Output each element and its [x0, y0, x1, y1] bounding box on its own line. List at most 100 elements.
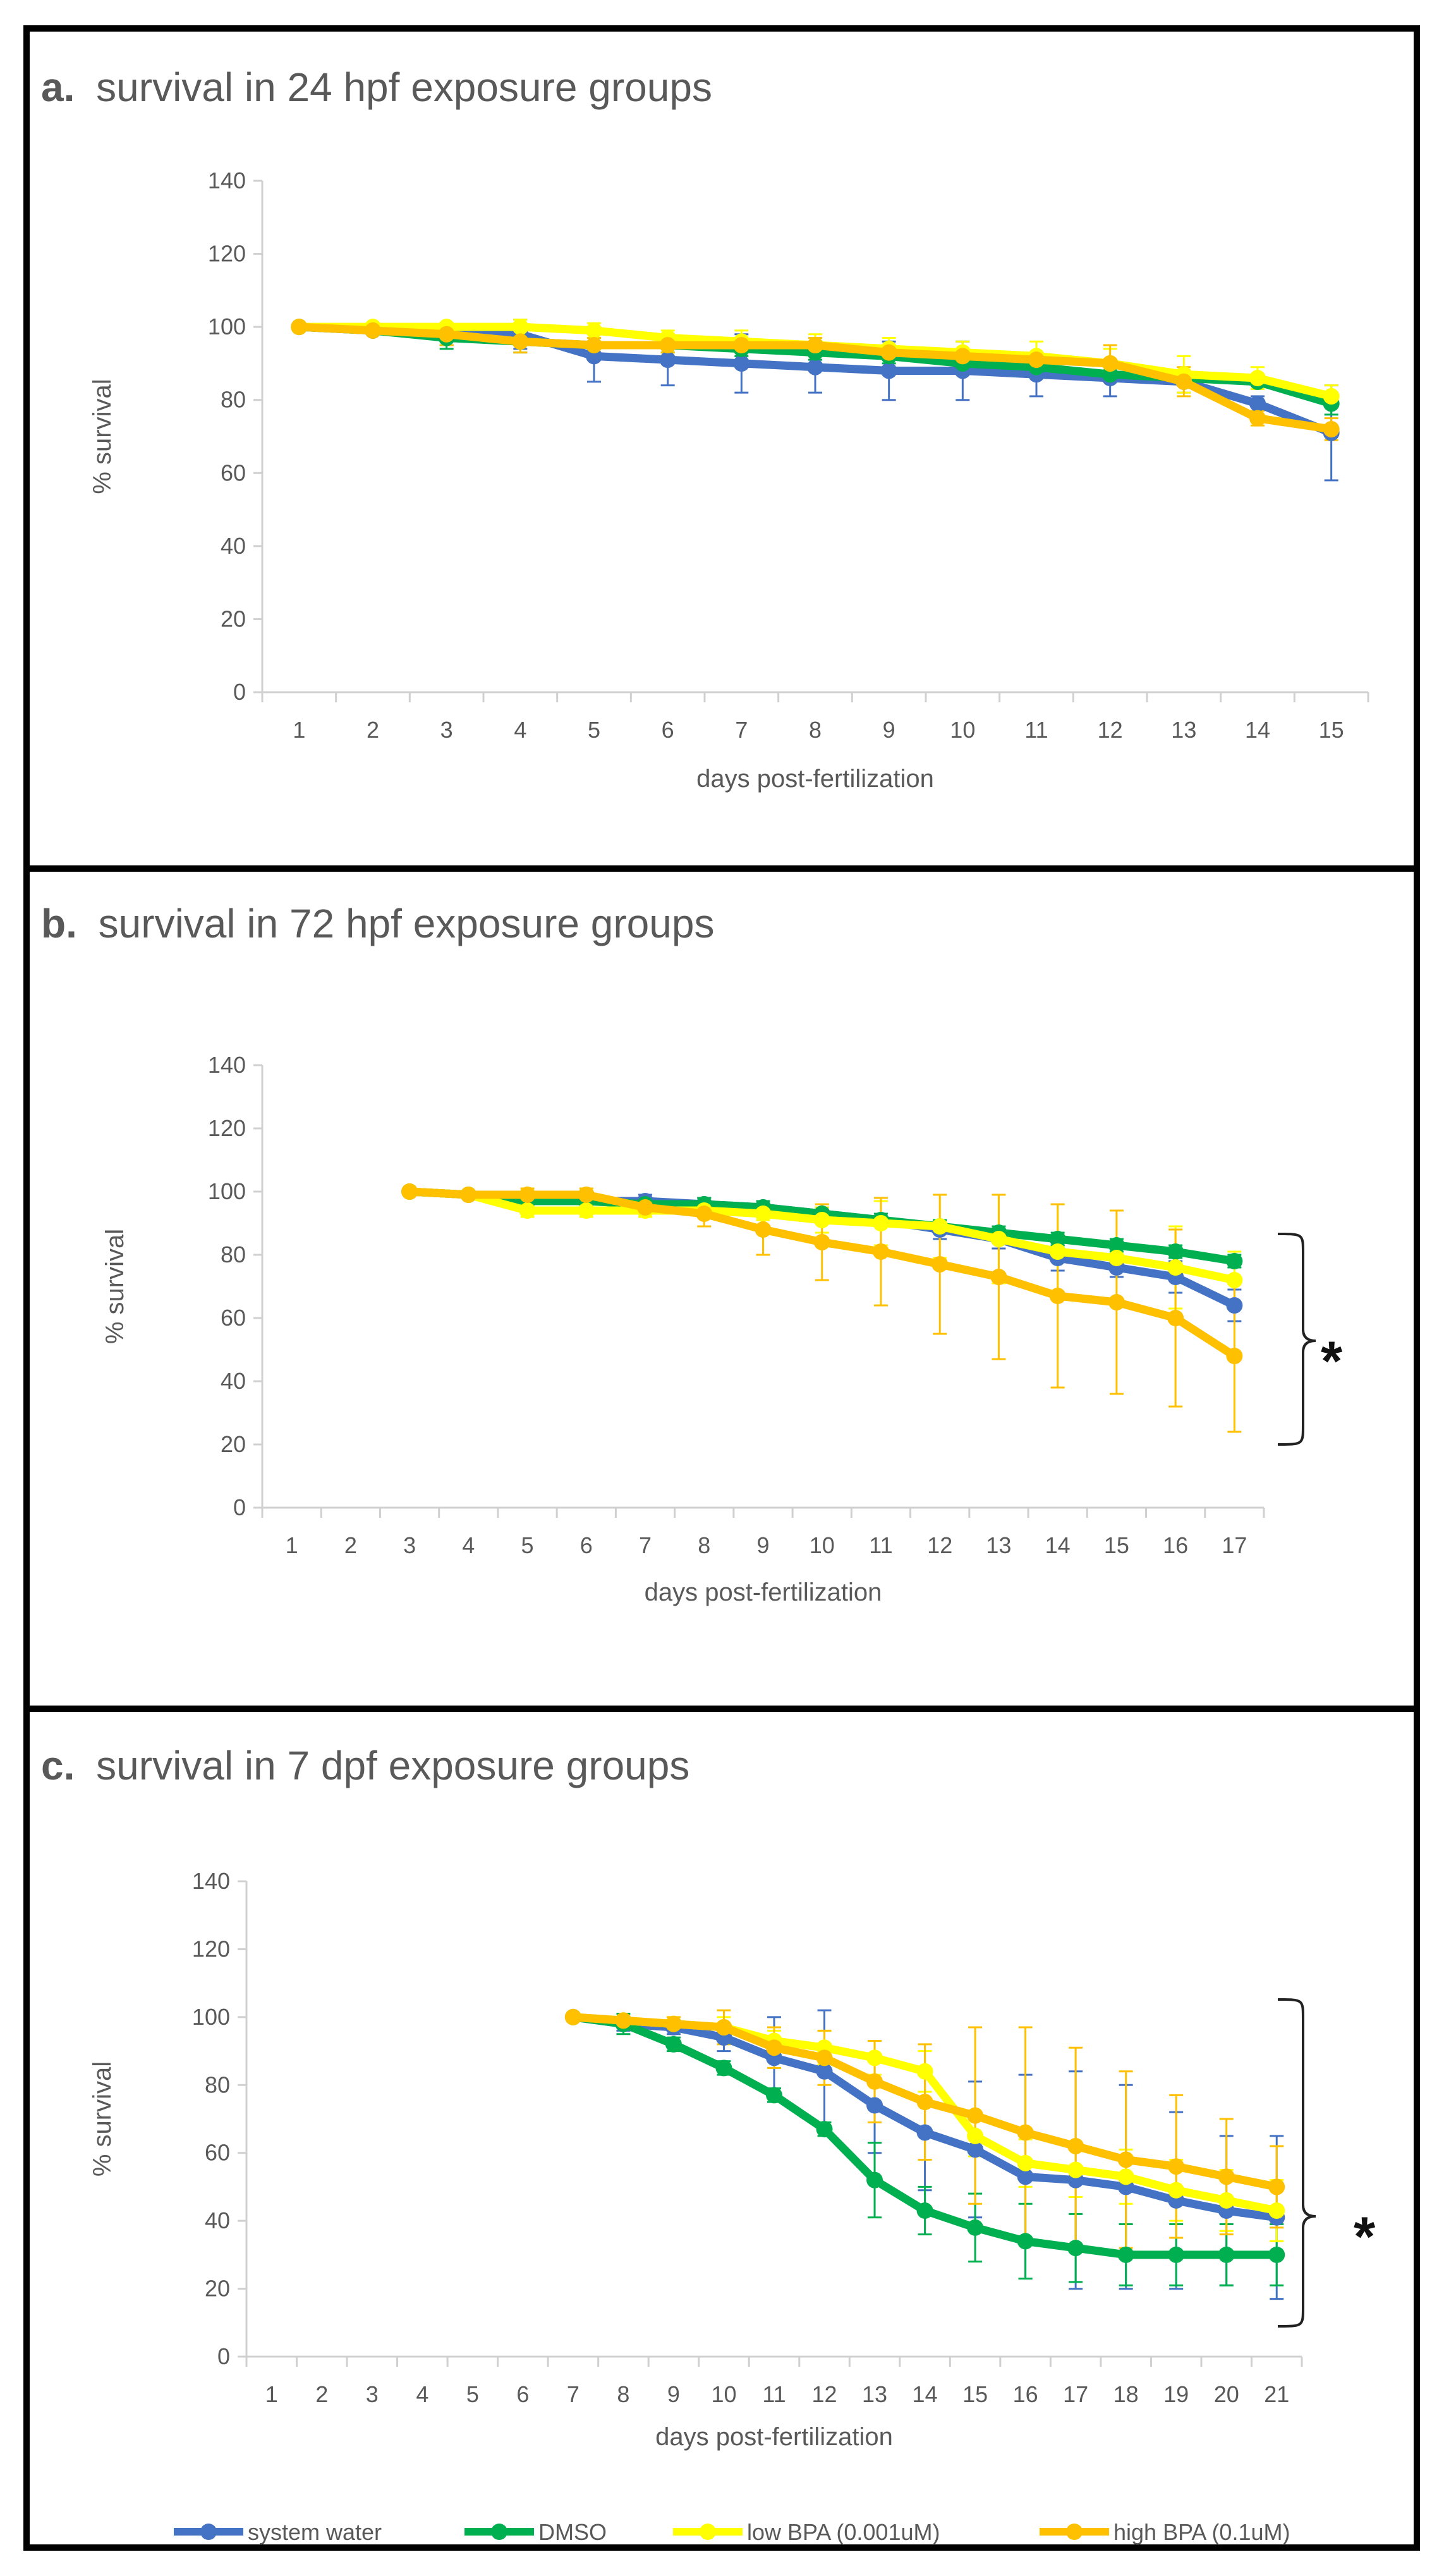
chart-c-system-water-point: [916, 2124, 933, 2141]
chart-a-high-bpa-0-1um-point: [1028, 351, 1045, 369]
chart-b-y-tick-label: 40: [221, 1368, 246, 1394]
chart-b-low-bpa-0-001um-point: [1167, 1259, 1184, 1276]
chart-c-low-bpa-0-001um-point: [1117, 2168, 1134, 2185]
chart-b-x-tick-label: 14: [1045, 1532, 1071, 1558]
chart-a-y-tick-label: 120: [208, 241, 246, 267]
chart-b-significance-bracket: [1277, 1233, 1316, 1446]
chart-c-dmso-point: [1218, 2246, 1235, 2263]
chart-a-x-tick-label: 1: [293, 717, 305, 743]
chart-a-y-tick-label: 80: [221, 387, 246, 413]
chart-c-x-tick-label: 17: [1063, 2381, 1088, 2407]
chart-c-high-bpa-0-1um-point: [715, 2018, 732, 2036]
chart-a-system-water-point: [733, 355, 750, 372]
chart-a-x-axis-title: days post-fertilization: [696, 765, 934, 793]
chart-c-x-tick-label: 12: [812, 2381, 837, 2407]
chart-c-x-tick-label: 1: [265, 2381, 278, 2407]
chart-a-x-tick-label: 10: [950, 717, 975, 743]
chart-b-low-bpa-0-001um-point: [1049, 1243, 1066, 1260]
chart-c-low-bpa-0-001um-point: [1017, 2154, 1034, 2171]
chart-c-low-bpa-0-001um-point: [967, 2127, 984, 2144]
chart-c-y-tick-label: 60: [205, 2140, 230, 2166]
chart-c-dmso-point: [866, 2171, 883, 2188]
chart-b-high-bpa-0-1um-point: [755, 1221, 772, 1238]
chart-c-x-tick-label: 14: [913, 2381, 938, 2407]
chart-c-high-bpa-0-1um-point: [615, 2012, 632, 2029]
chart-c-x-tick-label: 10: [711, 2381, 736, 2407]
chart-b-low-bpa-0-001um-point: [519, 1202, 536, 1219]
chart-c-y-tick-label: 80: [205, 2072, 230, 2097]
chart-a-x-tick-label: 12: [1098, 717, 1123, 743]
chart-b-high-bpa-0-1um-point: [637, 1199, 654, 1216]
chart-a-high-bpa-0-1um-point: [1249, 410, 1266, 427]
chart-b-low-bpa-0-001um-point: [990, 1231, 1007, 1247]
chart-b-x-tick-label: 2: [344, 1532, 357, 1558]
chart-c-dmso-point: [665, 2036, 682, 2053]
chart-a-x-tick-label: 14: [1245, 717, 1270, 743]
legend-item-high-bpa: high BPA (0.1uM): [1040, 2519, 1290, 2545]
chart-c-system-water-point: [1017, 2168, 1034, 2185]
chart-c-low-bpa-0-001um-point: [1168, 2182, 1185, 2199]
chart-a-x-tick-label: 13: [1171, 717, 1196, 743]
panel-c-title-text: survival in 7 dpf exposure groups: [96, 1743, 689, 1788]
chart-c-high-bpa-0-1um-point: [1218, 2168, 1235, 2185]
chart-c-high-bpa-0-1um-point: [866, 2073, 883, 2090]
chart-c-high-bpa-0-1um-point: [1168, 2158, 1185, 2175]
chart-a-system-water-point: [659, 351, 676, 369]
chart-c-x-tick-label: 21: [1264, 2381, 1289, 2407]
chart-b-low-bpa-0-001um-point: [931, 1218, 949, 1235]
chart-c-low-bpa-0-001um-point: [916, 2063, 933, 2080]
legend-marker-high-bpa: [1066, 2524, 1083, 2540]
chart-c-low-bpa-0-001um-point: [1218, 2192, 1235, 2209]
figure-frame: [23, 25, 1420, 2551]
chart-c-dmso-point: [916, 2202, 933, 2219]
chart-b-high-bpa-0-1um-point: [931, 1256, 949, 1273]
chart-a-x-tick-label: 6: [662, 717, 674, 743]
chart-a-high-bpa-0-1um-point: [438, 326, 455, 343]
chart-a-y-tick-label: 0: [233, 679, 246, 705]
chart-c-x-tick-label: 8: [617, 2381, 629, 2407]
chart-a-x-tick-label: 2: [367, 717, 379, 743]
chart-c-y-tick-label: 20: [205, 2276, 230, 2302]
chart-c-y-tick-label: 0: [217, 2343, 230, 2369]
chart-b-x-tick-label: 7: [639, 1532, 652, 1558]
chart-c-x-tick-label: 18: [1113, 2381, 1139, 2407]
chart-c-dmso-point: [1268, 2246, 1285, 2263]
chart-c-dmso-point: [1117, 2246, 1134, 2263]
chart-a-y-tick-label: 60: [221, 460, 246, 485]
chart-c-x-tick-label: 6: [516, 2381, 529, 2407]
chart-c-y-tick-label: 100: [192, 2004, 230, 2030]
legend-label-high-bpa: high BPA (0.1uM): [1113, 2519, 1290, 2545]
legend: system water DMSO low BPA (0.001uM) high…: [174, 2519, 1290, 2545]
chart-b-low-bpa-0-001um-point: [872, 1215, 889, 1231]
chart-b-high-bpa-0-1um-point: [1108, 1294, 1125, 1310]
chart-b-high-bpa-0-1um-point: [990, 1269, 1007, 1285]
chart-b-x-tick-label: 17: [1222, 1532, 1247, 1558]
chart-b-low-bpa-0-001um-point: [755, 1206, 772, 1222]
panel-b-title: b. survival in 72 hpf exposure groups: [41, 901, 714, 946]
chart-c-x-tick-label: 19: [1163, 2381, 1189, 2407]
chart-a-high-bpa-0-1um-point: [807, 337, 823, 354]
chart-a-x-tick-label: 15: [1319, 717, 1344, 743]
chart-c-dmso-point: [1168, 2246, 1185, 2263]
chart-c-x-tick-label: 5: [466, 2381, 479, 2407]
panel-a-title: a. survival in 24 hpf exposure groups: [41, 64, 712, 110]
chart-b-y-tick-label: 20: [221, 1431, 246, 1457]
chart-a-x-tick-label: 11: [1024, 717, 1048, 743]
chart-c-significance-bracket: [1277, 1998, 1316, 2328]
chart-c-dmso-point: [816, 2121, 833, 2138]
chart-a-y-tick-label: 20: [221, 606, 246, 632]
chart-c-dmso-point: [967, 2219, 984, 2236]
chart-c-dmso-point: [1067, 2240, 1084, 2257]
legend-item-low-bpa: low BPA (0.001uM): [673, 2519, 940, 2545]
chart-c-y-axis-title: % survival: [88, 2061, 116, 2176]
chart-a-high-bpa-0-1um-point: [733, 337, 750, 354]
chart-c-x-axis-title: days post-fertilization: [655, 2423, 893, 2451]
chart-b-high-bpa-0-1um-point: [813, 1234, 830, 1250]
chart-c-dmso-point: [1017, 2233, 1034, 2250]
chart-c-x-tick-label: 16: [1013, 2381, 1038, 2407]
chart-a-system-water-point: [880, 362, 897, 379]
chart-b-high-bpa-0-1um-point: [578, 1187, 595, 1203]
chart-a-high-bpa-0-1um-point: [1175, 373, 1192, 390]
chart-c-x-tick-label: 4: [416, 2381, 428, 2407]
